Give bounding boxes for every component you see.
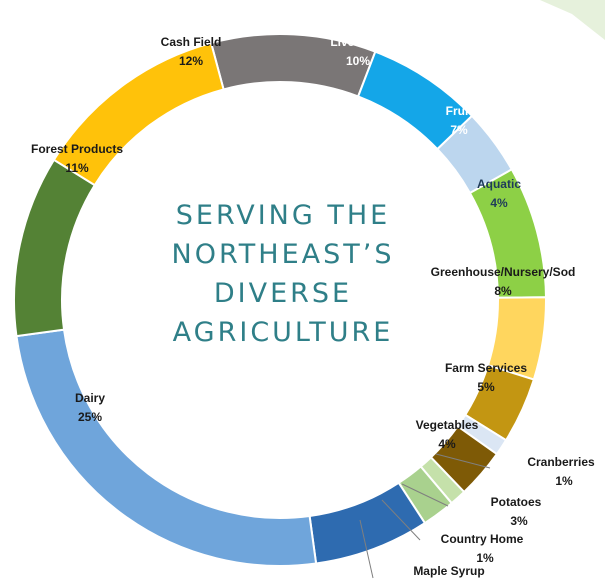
label-country-home: Country Home 1% (441, 532, 524, 565)
chart-segments (13, 33, 547, 567)
label-name-forest-products: Forest Products (31, 142, 123, 156)
leader-line-potatoes (401, 483, 449, 507)
label-name-livestock: Livestock (330, 35, 386, 49)
center-title-line-3: DIVERSE (213, 278, 353, 309)
label-greenhouse-nursery-sod: Greenhouse/Nursery/Sod 8% (431, 265, 576, 298)
label-cash-field: Cash Field 12% (161, 35, 222, 68)
label-name-farm-services: Farm Services (445, 361, 527, 375)
segment-forest-products (13, 158, 97, 338)
label-name-cranberries: Cranberries (527, 455, 595, 469)
decorative-corner-shape (540, 0, 605, 40)
center-title-line-1: SERVING THE (175, 200, 391, 231)
leader-line-maple-syrup (359, 519, 374, 579)
label-percent-forest-products: 11% (65, 161, 89, 175)
label-livestock: Livestock 10% (330, 35, 386, 68)
label-cranberries: Cranberries 1% (527, 455, 595, 488)
leader-line-cranberries (435, 453, 491, 469)
label-maple-syrup: Maple Syrup (413, 564, 484, 578)
label-name-potatoes: Potatoes (491, 495, 542, 509)
label-name-fruit: Fruit (446, 104, 473, 118)
label-farm-services: Farm Services 5% (445, 361, 527, 394)
label-potatoes: Potatoes 3% (491, 495, 542, 528)
segment-cash-field (52, 41, 225, 187)
label-name-all-other: All Other (272, 487, 323, 501)
label-name-maple-syrup: Maple Syrup (413, 564, 484, 578)
label-vegetables: Vegetables 4% (416, 418, 479, 451)
label-percent-aquatic: 4% (490, 196, 508, 210)
segment-dairy (15, 328, 318, 567)
label-name-cash-field: Cash Field (161, 35, 222, 49)
center-title-line-4: AGRICULTURE (172, 317, 394, 348)
label-percent-dairy: 25% (78, 410, 102, 424)
center-title-line-2: NORTHEAST’S (171, 239, 395, 270)
label-name-greenhouse-nursery-sod: Greenhouse/Nursery/Sod (431, 265, 576, 279)
label-fruit: Fruit 7% (446, 104, 473, 137)
label-percent-fruit: 7% (450, 123, 468, 137)
label-name-country-home: Country Home (441, 532, 524, 546)
label-forest-products: Forest Products 11% (31, 142, 123, 175)
label-percent-greenhouse-nursery-sod: 8% (494, 284, 512, 298)
label-all-other: All Other 7% (272, 487, 323, 520)
label-percent-country-home: 1% (476, 551, 494, 565)
label-dairy: Dairy 25% (75, 391, 105, 424)
label-percent-vegetables: 4% (438, 437, 456, 451)
label-percent-livestock: 10% (346, 54, 370, 68)
label-percent-cash-field: 12% (179, 54, 203, 68)
label-name-aquatic: Aquatic (477, 177, 521, 191)
label-percent-cranberries: 1% (555, 474, 573, 488)
leader-line-country-home (381, 499, 421, 541)
corner-decoration (540, 0, 605, 40)
label-percent-potatoes: 3% (510, 514, 528, 528)
segment-labels: Livestock 10% Fruit 7% Aquatic 4% Greenhouse/N… (31, 35, 595, 578)
label-percent-farm-services: 5% (477, 380, 495, 394)
label-name-vegetables: Vegetables (416, 418, 479, 432)
label-name-dairy: Dairy (75, 391, 105, 405)
label-percent-all-other: 7% (288, 506, 306, 520)
center-title: SERVING THE NORTHEAST’S DIVERSE AGRICULT… (148, 196, 418, 352)
leader-lines (359, 453, 491, 579)
label-aquatic: Aquatic 4% (477, 177, 521, 210)
